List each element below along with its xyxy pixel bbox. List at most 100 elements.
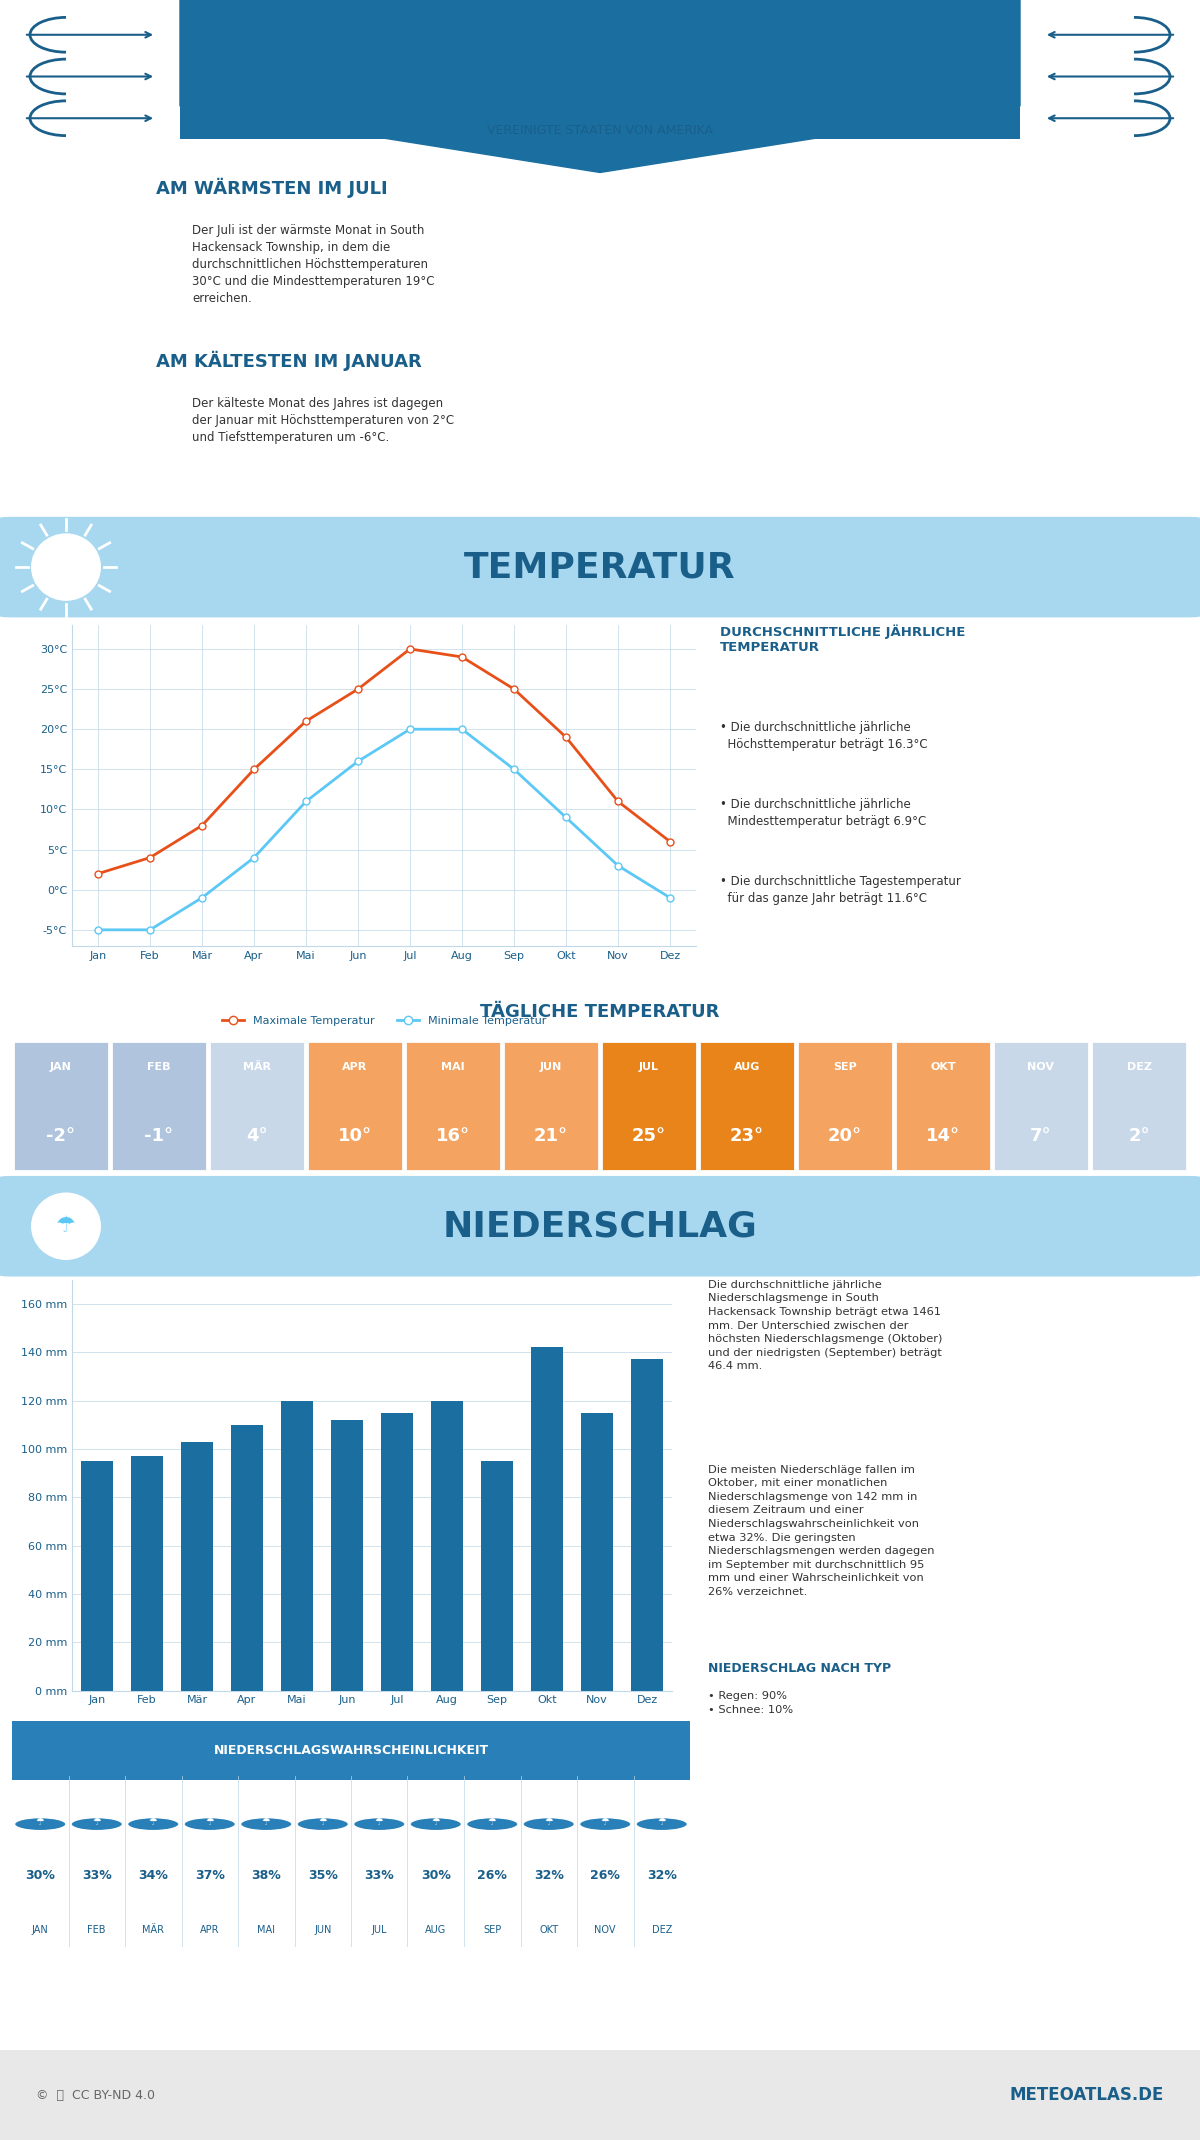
FancyBboxPatch shape <box>209 1042 305 1171</box>
Bar <box>181 1442 214 1691</box>
Text: DURCHSCHNITTLICHE JÄHRLICHE
TEMPERATUR: DURCHSCHNITTLICHE JÄHRLICHE TEMPERATUR <box>720 625 965 655</box>
Text: Der Juli ist der wärmste Monat in South
Hackensack Township, in dem die
durchsch: Der Juli ist der wärmste Monat in South … <box>192 225 434 306</box>
Bar <box>80 1462 113 1691</box>
Text: METEOATLAS.DE: METEOATLAS.DE <box>1009 2086 1164 2104</box>
Text: AM KÄLTESTEN IM JANUAR: AM KÄLTESTEN IM JANUAR <box>156 351 421 372</box>
FancyBboxPatch shape <box>12 1721 690 1780</box>
Text: AUG: AUG <box>734 1061 760 1072</box>
Text: Die meisten Niederschläge fallen im
Oktober, mit einer monatlichen
Niederschlags: Die meisten Niederschläge fallen im Okto… <box>708 1464 935 1596</box>
Text: NIEDERSCHLAG: NIEDERSCHLAG <box>443 1209 757 1243</box>
Circle shape <box>32 535 100 599</box>
Text: MÄR: MÄR <box>143 1926 164 1935</box>
Text: MAI: MAI <box>257 1926 275 1935</box>
FancyBboxPatch shape <box>0 2050 1200 2140</box>
Text: JUN: JUN <box>314 1926 331 1935</box>
Text: 37%: 37% <box>194 1868 224 1881</box>
Text: 26%: 26% <box>478 1868 508 1881</box>
Text: 30%: 30% <box>421 1868 451 1881</box>
Bar <box>131 1455 163 1691</box>
Text: JUL: JUL <box>640 1061 659 1072</box>
Text: TEMPERATUR: TEMPERATUR <box>464 550 736 584</box>
FancyBboxPatch shape <box>180 0 1020 139</box>
Bar <box>380 1412 413 1691</box>
Text: ☂: ☂ <box>488 1817 497 1828</box>
Circle shape <box>240 1817 292 1830</box>
Text: JAN: JAN <box>32 1926 49 1935</box>
Text: 33%: 33% <box>82 1868 112 1881</box>
Text: ☂: ☂ <box>56 1216 76 1237</box>
Bar <box>581 1412 613 1691</box>
Text: ☂: ☂ <box>92 1817 101 1828</box>
Text: • Die durchschnittliche Tagestemperatur
  für das ganze Jahr beträgt 11.6°C: • Die durchschnittliche Tagestemperatur … <box>720 875 961 905</box>
Text: 32%: 32% <box>647 1868 677 1881</box>
Bar <box>431 1400 463 1691</box>
Text: 30%: 30% <box>25 1868 55 1881</box>
FancyBboxPatch shape <box>601 1042 697 1171</box>
Text: ☂: ☂ <box>601 1817 610 1828</box>
Text: 4°: 4° <box>246 1126 268 1145</box>
Circle shape <box>32 1194 100 1258</box>
Bar <box>331 1421 364 1691</box>
Text: ©  ⓘ  CC BY-ND 4.0: © ⓘ CC BY-ND 4.0 <box>36 2089 155 2101</box>
Text: SOUTH HACKENSACK: SOUTH HACKENSACK <box>410 13 790 43</box>
Text: 25°: 25° <box>632 1126 666 1145</box>
Text: ☂: ☂ <box>36 1817 44 1828</box>
Text: 35%: 35% <box>308 1868 337 1881</box>
Legend: Niederschlagssumme: Niederschlagssumme <box>292 1723 452 1742</box>
Bar <box>281 1400 313 1691</box>
Text: FEB: FEB <box>148 1061 170 1072</box>
Text: 32%: 32% <box>534 1868 564 1881</box>
Text: AM WÄRMSTEN IM JULI: AM WÄRMSTEN IM JULI <box>156 178 388 199</box>
Text: NIEDERSCHLAGSWAHRSCHEINLICHKEIT: NIEDERSCHLAGSWAHRSCHEINLICHKEIT <box>214 1744 488 1757</box>
Text: DEZ: DEZ <box>652 1926 672 1935</box>
Text: MÄR: MÄR <box>242 1061 271 1072</box>
FancyBboxPatch shape <box>994 1042 1088 1171</box>
Circle shape <box>636 1817 688 1830</box>
Text: -2°: -2° <box>47 1126 76 1145</box>
Text: ☂: ☂ <box>262 1817 271 1828</box>
FancyBboxPatch shape <box>700 1042 794 1171</box>
Text: DEZ: DEZ <box>1127 1061 1152 1072</box>
Text: Der kälteste Monat des Jahres ist dagegen
der Januar mit Höchsttemperaturen von : Der kälteste Monat des Jahres ist dagege… <box>192 398 454 445</box>
Circle shape <box>467 1817 518 1830</box>
Text: APR: APR <box>342 1061 367 1072</box>
FancyBboxPatch shape <box>0 516 1200 616</box>
Text: -1°: -1° <box>144 1126 174 1145</box>
Text: NOV: NOV <box>594 1926 616 1935</box>
Text: ☂: ☂ <box>149 1817 157 1828</box>
Text: 2°: 2° <box>1128 1126 1150 1145</box>
Text: NIEDERSCHLAG NACH TYP: NIEDERSCHLAG NACH TYP <box>708 1663 892 1676</box>
Text: 33%: 33% <box>365 1868 394 1881</box>
Circle shape <box>523 1817 575 1830</box>
Text: ☂: ☂ <box>205 1817 214 1828</box>
Text: MAI: MAI <box>442 1061 464 1072</box>
Text: 21°: 21° <box>534 1126 568 1145</box>
Text: 26%: 26% <box>590 1868 620 1881</box>
Text: 7°: 7° <box>1030 1126 1052 1145</box>
Bar <box>631 1359 664 1691</box>
Text: 14°: 14° <box>926 1126 960 1145</box>
Text: 10°: 10° <box>338 1126 372 1145</box>
Text: ☂: ☂ <box>374 1817 384 1828</box>
FancyBboxPatch shape <box>1091 1042 1187 1171</box>
Text: VEREINIGTE STAATEN VON AMERIKA: VEREINIGTE STAATEN VON AMERIKA <box>487 124 713 137</box>
Text: 16°: 16° <box>436 1126 470 1145</box>
Text: JUL: JUL <box>372 1926 386 1935</box>
Text: TOWNSHIP: TOWNSHIP <box>502 64 698 96</box>
Text: 20°: 20° <box>828 1126 862 1145</box>
Text: ☂: ☂ <box>431 1817 440 1828</box>
Circle shape <box>410 1817 462 1830</box>
Text: SEP: SEP <box>484 1926 502 1935</box>
Bar <box>530 1348 563 1691</box>
Text: JAN: JAN <box>50 1061 72 1072</box>
FancyBboxPatch shape <box>112 1042 206 1171</box>
Text: • Die durchschnittliche jährliche
  Höchsttemperatur beträgt 16.3°C: • Die durchschnittliche jährliche Höchst… <box>720 721 928 751</box>
FancyBboxPatch shape <box>13 1042 109 1171</box>
Text: TÄGLICHE TEMPERATUR: TÄGLICHE TEMPERATUR <box>480 1004 720 1021</box>
Text: AUG: AUG <box>425 1926 446 1935</box>
Text: • Die durchschnittliche jährliche
  Mindesttemperatur beträgt 6.9°C: • Die durchschnittliche jährliche Mindes… <box>720 798 926 828</box>
Circle shape <box>71 1817 122 1830</box>
FancyBboxPatch shape <box>895 1042 991 1171</box>
FancyBboxPatch shape <box>797 1042 893 1171</box>
FancyBboxPatch shape <box>307 1042 403 1171</box>
